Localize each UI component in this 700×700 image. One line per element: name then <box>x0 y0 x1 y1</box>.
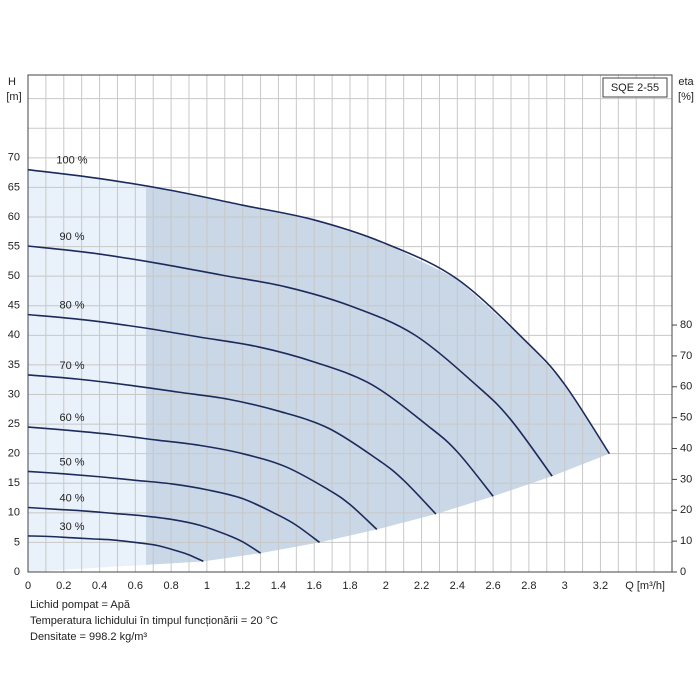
y-tick-label: 0 <box>14 566 20 578</box>
badge-box <box>602 77 668 98</box>
curve-label: 30 % <box>59 521 84 533</box>
x-axis-label: Q [m³/h] <box>625 580 665 592</box>
curve-label: 90 % <box>59 231 84 243</box>
y2-tick-label: 0 <box>680 566 686 578</box>
x-tick-label: 1.4 <box>271 580 286 592</box>
y2-axis-unit: [%] <box>678 91 694 103</box>
y-tick-label: 5 <box>14 536 20 548</box>
y2-tick-label: 30 <box>680 473 692 485</box>
curve-label: 70 % <box>59 360 84 372</box>
y-tick-label: 40 <box>8 329 20 341</box>
y2-tick-label: 80 <box>680 319 692 331</box>
curve <box>27 426 378 530</box>
x-tick-label: 0 <box>25 580 31 592</box>
curve-label: 100 % <box>56 155 87 167</box>
x-tick-label: 2.6 <box>485 580 500 592</box>
y-tick-label: 35 <box>8 359 20 371</box>
y2-tick-label: 40 <box>680 442 692 454</box>
y-tick-label: 55 <box>8 240 20 252</box>
x-tick-label: 1 <box>204 580 210 592</box>
y-axis-label: H <box>8 76 16 88</box>
y2-tick-label: 50 <box>680 412 692 424</box>
x-tick-label: 0.4 <box>92 580 107 592</box>
x-tick-label: 3 <box>562 580 568 592</box>
y-tick-label: 70 <box>8 152 20 164</box>
y2-tick-label: 20 <box>680 504 692 516</box>
note: Densitate = 998.2 kg/m³ <box>30 631 147 643</box>
y-tick-label: 45 <box>8 300 20 312</box>
y-tick-label: 10 <box>8 507 20 519</box>
x-tick-label: 1.6 <box>307 580 322 592</box>
curve <box>27 535 204 563</box>
badge: SQE 2-55 <box>611 82 659 94</box>
x-tick-label: 0.2 <box>56 580 71 592</box>
curve <box>27 470 321 544</box>
curve-label: 50 % <box>59 456 84 468</box>
x-tick-label: 0.8 <box>163 580 178 592</box>
y2-tick-label: 70 <box>680 350 692 362</box>
x-tick-label: 2 <box>383 580 389 592</box>
curve <box>27 506 261 554</box>
y-tick-label: 15 <box>8 477 20 489</box>
y-axis-unit: [m] <box>6 91 21 103</box>
y-tick-label: 65 <box>8 181 20 193</box>
y2-tick-label: 60 <box>680 381 692 393</box>
curve-label: 80 % <box>59 300 84 312</box>
x-tick-label: 0.6 <box>128 580 143 592</box>
x-tick-label: 2.8 <box>521 580 536 592</box>
y-tick-label: 20 <box>8 448 20 460</box>
x-tick-label: 1.8 <box>342 580 357 592</box>
x-tick-label: 2.2 <box>414 580 429 592</box>
curve <box>27 245 553 477</box>
x-tick-label: 1.2 <box>235 580 250 592</box>
curve <box>27 374 437 515</box>
y2-tick-label: 10 <box>680 535 692 547</box>
y-tick-label: 30 <box>8 388 20 400</box>
y2-axis-label: eta <box>678 76 694 88</box>
curve-label: 60 % <box>59 412 84 424</box>
note: Temperatura lichidului în timpul funcțio… <box>30 615 278 627</box>
curve-label: 40 % <box>59 492 84 504</box>
note: Lichid pompat = Apă <box>30 599 131 611</box>
y-tick-label: 60 <box>8 211 20 223</box>
plot-frame <box>27 74 673 573</box>
x-tick-label: 2.4 <box>450 580 465 592</box>
curve <box>27 168 611 455</box>
y-tick-label: 25 <box>8 418 20 430</box>
y-tick-label: 50 <box>8 270 20 282</box>
x-tick-label: 3.2 <box>593 580 608 592</box>
curve <box>27 313 494 497</box>
